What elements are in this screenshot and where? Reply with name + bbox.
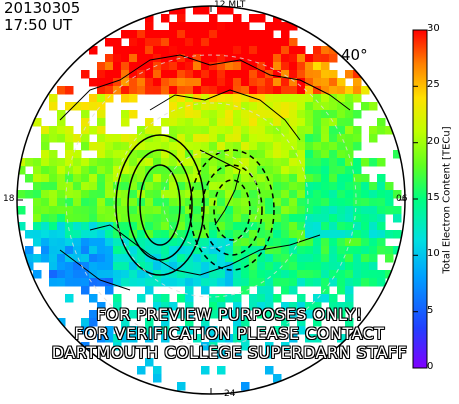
colorbar-tick-0: 0 bbox=[427, 361, 434, 372]
colorbar-tick-30: 30 bbox=[427, 23, 440, 34]
latitude-circles bbox=[65, 54, 357, 346]
mlt-label-18: 18 bbox=[3, 194, 15, 204]
date-label: 20130305 bbox=[4, 0, 81, 17]
colorbar-tick-15: 15 bbox=[427, 192, 440, 203]
mlt-ticks bbox=[17, 6, 405, 394]
time-label: 17:50 UT bbox=[4, 16, 73, 34]
colorbar-title: Total Electron Content [TECu] bbox=[441, 126, 453, 274]
mlt-label-06: 06 bbox=[396, 194, 408, 204]
colorbar-tick-20: 20 bbox=[427, 136, 440, 147]
watermark-line-2: FOR VERIFICATION PLEASE CONTACT bbox=[74, 324, 385, 343]
mlt-label-12: 12 MLT bbox=[214, 0, 246, 10]
colorbar-tick-25: 25 bbox=[427, 79, 440, 90]
latitude-label: 40° bbox=[341, 46, 368, 64]
colorbar-tick-10: 10 bbox=[427, 248, 440, 259]
watermark-line-1: FOR PREVIEW PURPOSES ONLY! bbox=[96, 305, 363, 324]
colorbar-tick-5: 5 bbox=[427, 305, 434, 316]
watermark-line-3: DARTMOUTH COLLEGE SUPERDARN STAFF bbox=[51, 343, 408, 362]
mlt-label-24: 24 bbox=[224, 389, 236, 399]
colorbar-ticks bbox=[413, 29, 418, 369]
tec-map-area bbox=[17, 6, 405, 394]
